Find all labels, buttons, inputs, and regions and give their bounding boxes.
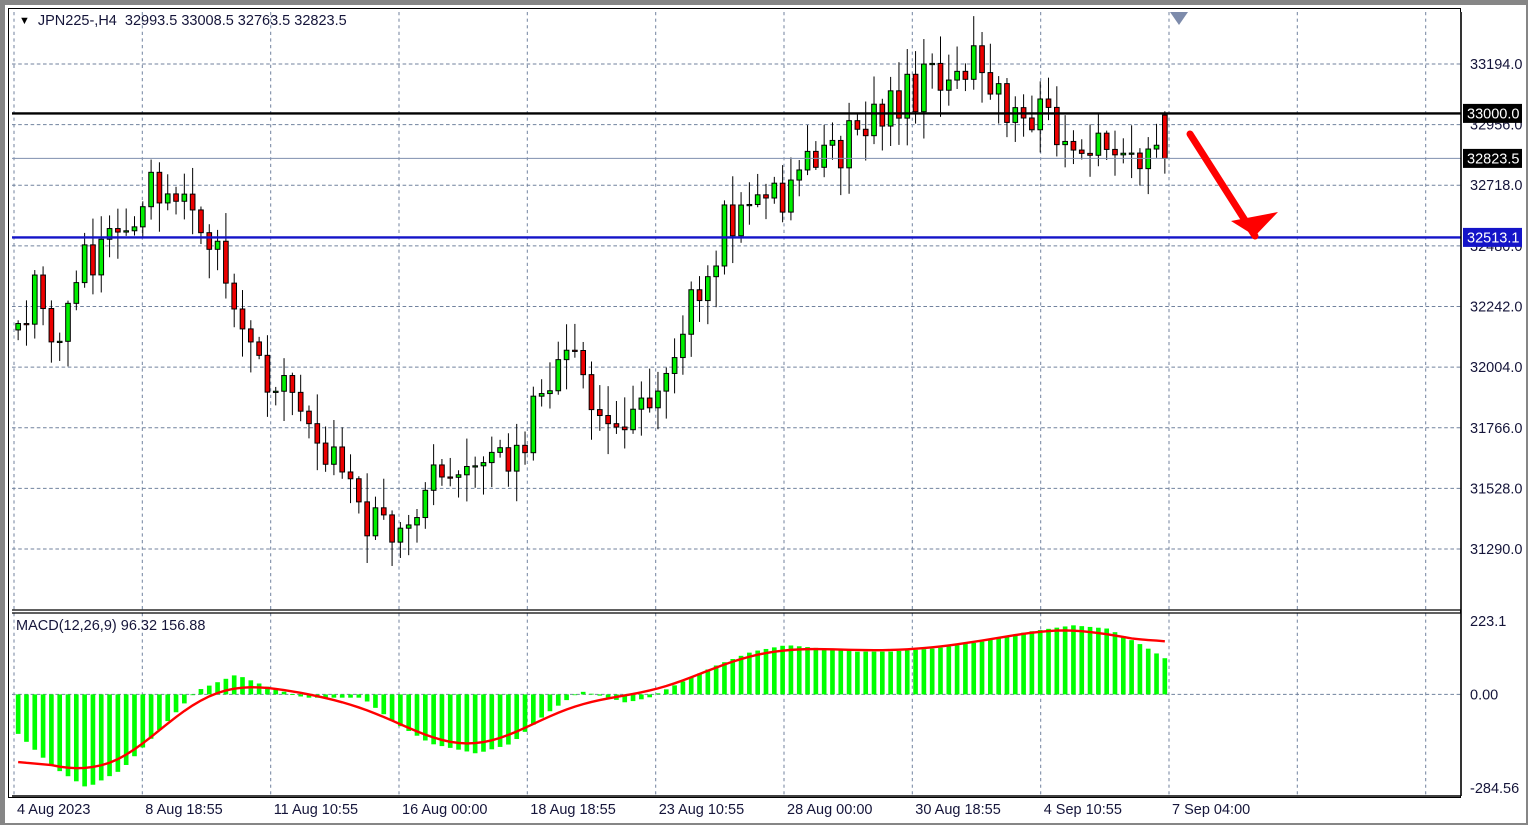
svg-text:33000.0: 33000.0 xyxy=(1467,106,1519,122)
svg-text:31290.0: 31290.0 xyxy=(1470,542,1522,558)
svg-text:-284.56: -284.56 xyxy=(1470,781,1519,797)
svg-text:32242.0: 32242.0 xyxy=(1470,300,1522,316)
svg-text:30 Aug 18:55: 30 Aug 18:55 xyxy=(915,802,1000,818)
svg-text:28 Aug 00:00: 28 Aug 00:00 xyxy=(787,802,872,818)
svg-text:32513.1: 32513.1 xyxy=(1467,230,1519,246)
svg-text:4 Aug 2023: 4 Aug 2023 xyxy=(17,802,90,818)
svg-text:31766.0: 31766.0 xyxy=(1470,421,1522,437)
svg-text:7 Sep 04:00: 7 Sep 04:00 xyxy=(1172,802,1250,818)
svg-text:32823.5: 32823.5 xyxy=(1467,151,1519,167)
svg-text:18 Aug 18:55: 18 Aug 18:55 xyxy=(530,802,615,818)
svg-text:23 Aug 10:55: 23 Aug 10:55 xyxy=(659,802,744,818)
svg-text:32004.0: 32004.0 xyxy=(1470,360,1522,376)
svg-text:8 Aug 18:55: 8 Aug 18:55 xyxy=(145,802,222,818)
svg-text:33194.0: 33194.0 xyxy=(1470,57,1522,73)
svg-text:223.1: 223.1 xyxy=(1470,614,1506,630)
svg-text:MACD(12,26,9) 96.32 156.88: MACD(12,26,9) 96.32 156.88 xyxy=(16,618,205,634)
svg-text:32718.0: 32718.0 xyxy=(1470,178,1522,194)
svg-text:4 Sep 10:55: 4 Sep 10:55 xyxy=(1044,802,1122,818)
svg-text:31528.0: 31528.0 xyxy=(1470,481,1522,497)
svg-text:16 Aug 00:00: 16 Aug 00:00 xyxy=(402,802,487,818)
svg-text:0.00: 0.00 xyxy=(1470,687,1498,703)
svg-text:11 Aug 10:55: 11 Aug 10:55 xyxy=(274,802,358,818)
